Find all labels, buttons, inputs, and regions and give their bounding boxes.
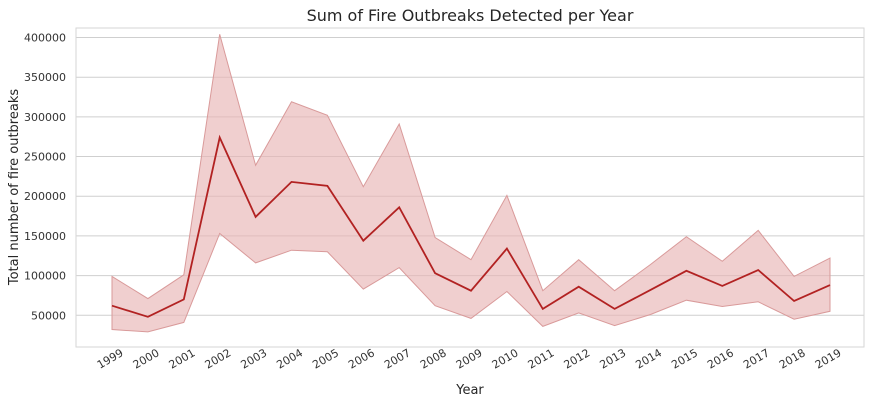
y-axis-title: Total number of fire outbreaks bbox=[7, 89, 22, 286]
plot-frame bbox=[75, 27, 865, 348]
y-tick-label: 300000 bbox=[24, 111, 66, 124]
chart-title: Sum of Fire Outbreaks Detected per Year bbox=[307, 6, 634, 25]
x-axis-title: Year bbox=[455, 383, 484, 398]
series-line bbox=[111, 134, 831, 318]
confidence-band bbox=[111, 34, 831, 333]
y-tick-label: 100000 bbox=[24, 270, 66, 283]
y-tick-label: 350000 bbox=[24, 71, 66, 84]
y-tick-label: 250000 bbox=[24, 151, 66, 164]
y-tick-label: 150000 bbox=[24, 230, 66, 243]
y-tick-label: 50000 bbox=[31, 309, 66, 322]
y-tick-labels: 50000 100000 150000 200000 250000 300000 35000… bbox=[24, 32, 66, 323]
y-tick-label: 200000 bbox=[24, 190, 66, 203]
y-tick-label: 400000 bbox=[24, 32, 66, 45]
